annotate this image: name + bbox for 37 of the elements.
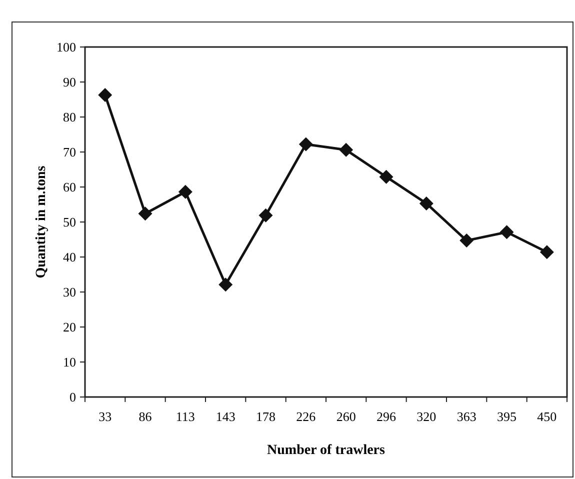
- x-tick-label: 320: [416, 409, 436, 424]
- point: [460, 234, 474, 248]
- x-tick-label: 296: [376, 409, 396, 424]
- x-tick-label: 143: [216, 409, 236, 424]
- x-tick-label: 363: [456, 409, 476, 424]
- x-tick-label: 450: [537, 409, 557, 424]
- x-tick-label: 226: [296, 409, 316, 424]
- point: [218, 278, 233, 292]
- y-axis-title: Quantity in m.tons: [34, 165, 49, 278]
- point: [339, 142, 354, 157]
- y-tick-label: 0: [70, 390, 76, 405]
- point: [258, 208, 273, 222]
- x-tick-label: 86: [138, 409, 152, 424]
- x-tick-label: 395: [497, 409, 516, 424]
- y-tick-label: 60: [63, 180, 76, 195]
- point: [500, 225, 514, 240]
- point: [379, 170, 394, 184]
- point: [138, 206, 152, 221]
- point: [178, 184, 192, 199]
- x-axis-title: Number of trawlers: [267, 443, 386, 458]
- y-tick-label: 100: [56, 40, 76, 55]
- y-tick-label: 70: [63, 144, 76, 160]
- point: [419, 196, 434, 210]
- y-tick-label: 80: [63, 110, 76, 125]
- y-tick-label: 90: [63, 74, 76, 90]
- y-tick-label: 40: [63, 250, 76, 265]
- y-tick-label: 10: [63, 354, 76, 370]
- point: [540, 245, 554, 260]
- point: [98, 88, 112, 102]
- point: [298, 137, 313, 152]
- x-tick-label: 33: [98, 409, 112, 424]
- y-tick-label: 20: [63, 320, 76, 335]
- x-tick-label: 260: [336, 409, 356, 424]
- y-tick-label: 30: [63, 284, 76, 300]
- y-tick-label: 50: [63, 214, 76, 230]
- x-tick-label: 178: [256, 409, 276, 424]
- x-tick-label: 113: [176, 409, 195, 424]
